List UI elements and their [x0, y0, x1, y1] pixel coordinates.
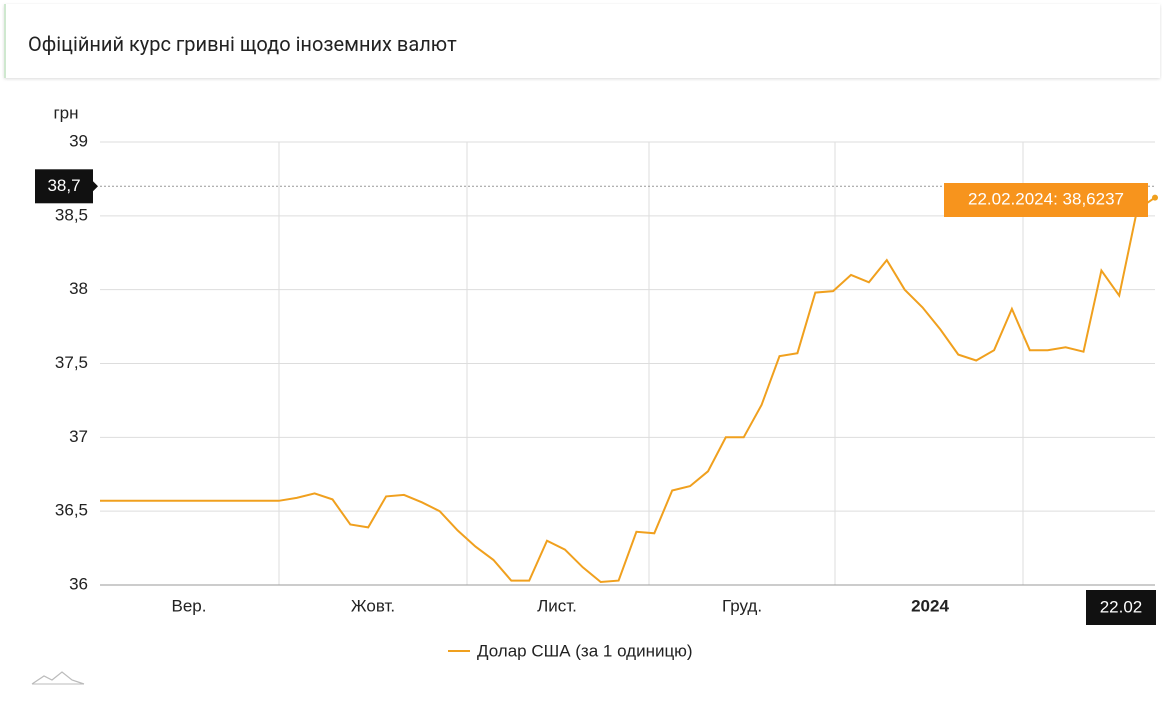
x-tick-label: Груд. [722, 596, 762, 615]
crosshair-label: 38,7 [47, 176, 80, 195]
x-end-box [1086, 590, 1156, 625]
last-point [1152, 194, 1158, 201]
x-end-label: 22.02 [1100, 597, 1143, 616]
crosshair-arrow [93, 181, 98, 192]
y-tick-label: 38 [69, 279, 88, 298]
title: Офіційний курс гривні щодо іноземних вал… [28, 32, 457, 56]
y-tick-label: 36,5 [55, 501, 88, 520]
x-tick-label: 2024 [911, 596, 949, 615]
y-tick-label: 38,5 [55, 205, 88, 224]
y-tick-label: 37,5 [55, 353, 88, 372]
line-series [100, 196, 1156, 584]
tooltip-box [944, 183, 1148, 217]
y-tick-label: 36 [69, 574, 88, 593]
y-tick-label: 37 [69, 427, 88, 446]
crosshair-box [35, 169, 93, 204]
x-tick-label: Лист. [537, 596, 577, 615]
header: Офіційний курс гривні щодо іноземних вал… [4, 4, 1160, 78]
tooltip: 22.02.2024: 38,6237 [968, 189, 1124, 208]
x-tick-label: Вер. [172, 596, 207, 615]
x-tick-label: Жовт. [351, 596, 395, 615]
y-tick-label: 39 [69, 131, 88, 150]
legend-label: Долар США (за 1 одиницю) [477, 641, 693, 660]
logo [31, 671, 85, 685]
y-axis-label: грн [53, 103, 78, 122]
